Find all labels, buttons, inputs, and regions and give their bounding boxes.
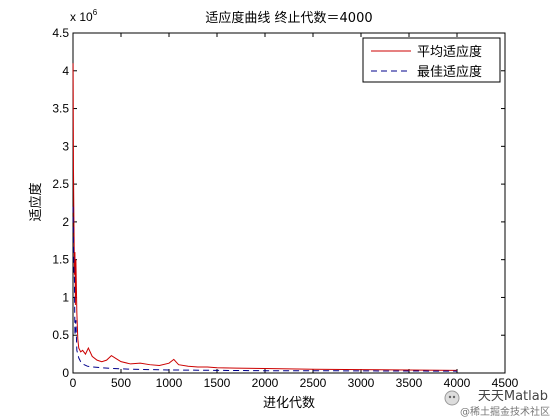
ticks-layer: 0 500 1000 1500 2000 2500 3000 3500 4000 4500 0 0.5… xyxy=(52,26,518,390)
series-layer xyxy=(72,63,458,372)
x-tick-label: 3500 xyxy=(396,376,423,390)
x-tick-label: 4500 xyxy=(492,376,519,390)
y-tick-label: 1.5 xyxy=(52,253,69,267)
y-exponent-power: 6 xyxy=(93,8,98,17)
y-tick-label: 2 xyxy=(62,215,69,229)
x-tick-label: 1500 xyxy=(204,376,231,390)
x-tick-label: 2500 xyxy=(300,376,327,390)
chart-title: 适应度曲线 终止代数＝4000 xyxy=(205,10,372,26)
watermark-text: 天天Matlab xyxy=(477,389,548,404)
legend-label-best: 最佳适应度 xyxy=(417,64,482,80)
y-tick-label: 3.5 xyxy=(52,102,69,116)
x-tick-label: 4000 xyxy=(444,376,471,390)
y-tick-label: 3 xyxy=(62,139,69,153)
y-tick-label: 0 xyxy=(62,366,69,380)
watermark-icon xyxy=(444,390,460,406)
x-tick-label: 500 xyxy=(111,376,131,390)
x-tick-label: 3000 xyxy=(348,376,375,390)
y-exponent-label: x 106 xyxy=(70,8,98,24)
y-tick-label: 4.5 xyxy=(52,26,69,40)
axes-frame xyxy=(72,32,506,374)
y-tick-label: 2.5 xyxy=(52,177,69,191)
y-tick-label: 4 xyxy=(62,64,69,78)
x-tick-label: 2000 xyxy=(252,376,279,390)
legend-label-average: 平均适应度 xyxy=(417,44,482,60)
x-axis-label: 进化代数 xyxy=(263,396,315,411)
x-tick-label: 0 xyxy=(70,376,77,390)
series-line-average xyxy=(72,63,458,371)
legend-box xyxy=(362,37,501,83)
x-tick-label: 1000 xyxy=(156,376,183,390)
y-tick-label: 0.5 xyxy=(52,328,69,342)
y-tick-label: 1 xyxy=(62,290,69,304)
y-axis-label: 适应度 xyxy=(28,182,44,221)
plot-area-box xyxy=(72,32,506,374)
y-exponent-base: x 10 xyxy=(70,10,93,24)
watermark-subtext: @稀土掘金技术社区 xyxy=(460,407,550,418)
